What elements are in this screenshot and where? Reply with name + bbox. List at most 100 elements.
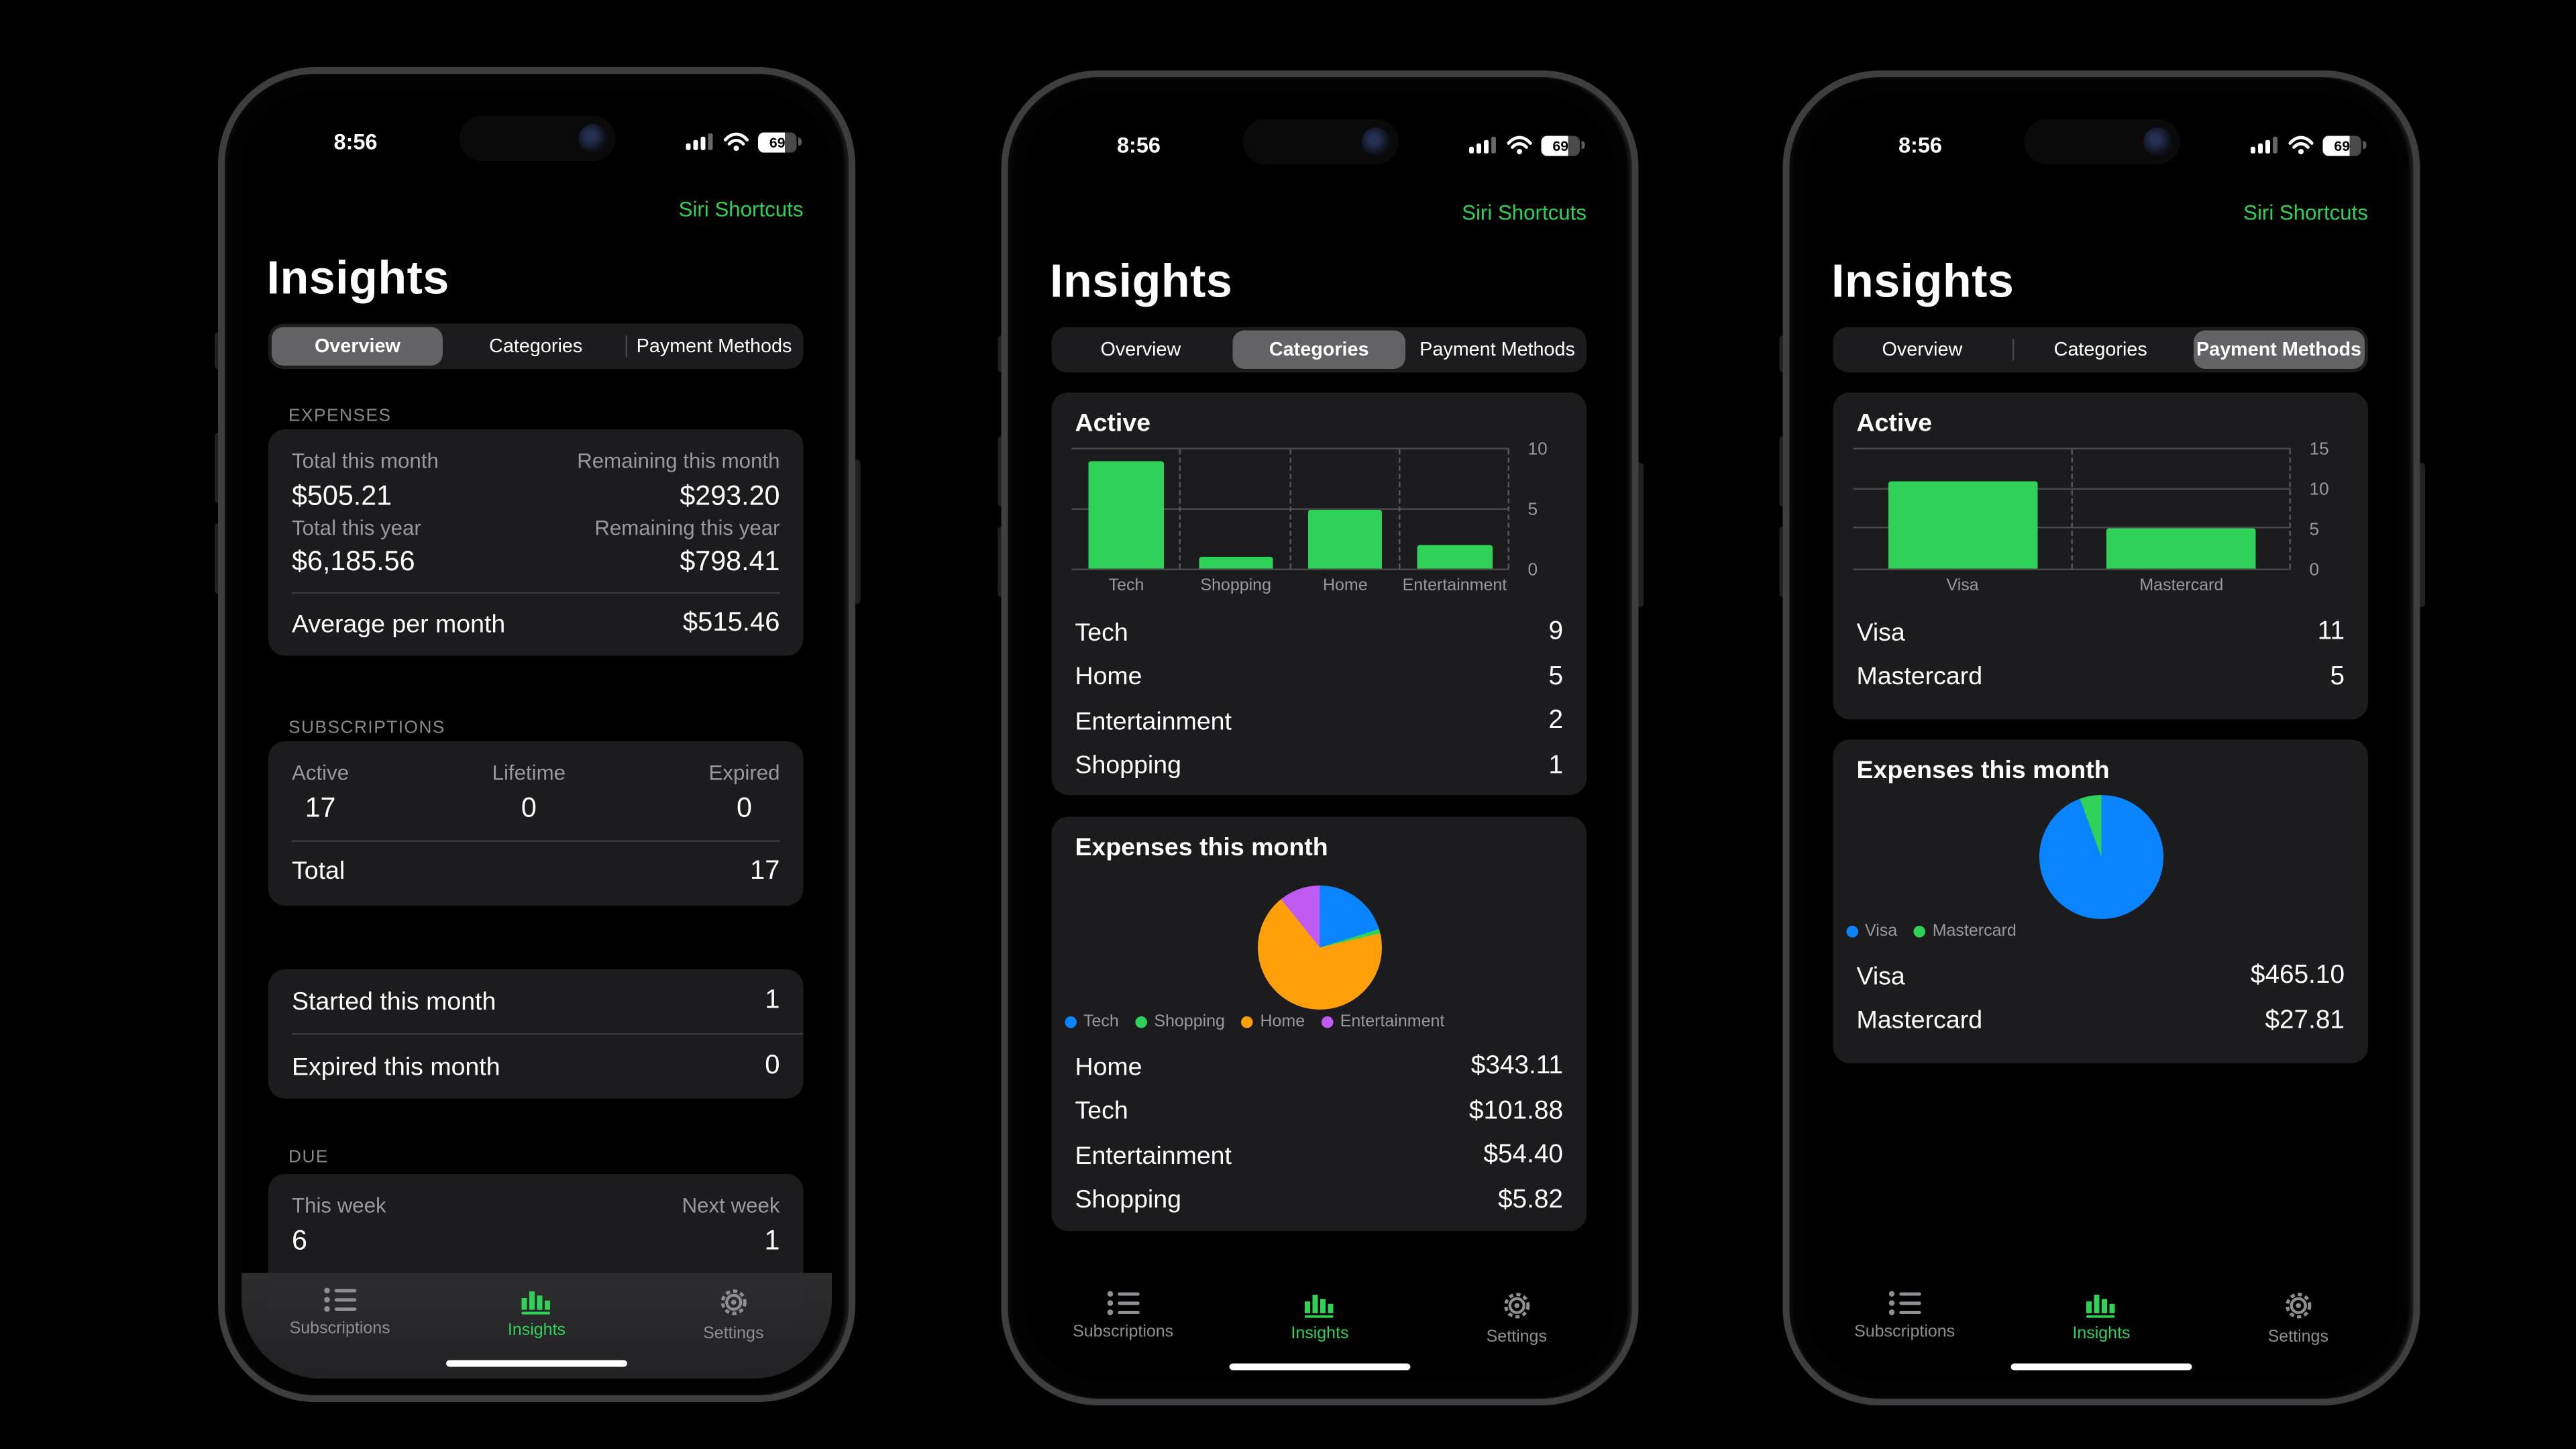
list-item: Mastercard 5 <box>1857 655 2345 699</box>
list-item: Home 5 <box>1075 655 1564 699</box>
expenses-month-card: Expenses this month Tech Shopping Home Ente… <box>1051 816 1587 1231</box>
plot-area <box>1071 447 1509 570</box>
tab-categories[interactable]: Categories <box>2053 339 2147 360</box>
tabbar-label: Settings <box>1486 1328 1547 1347</box>
legend-entertainment: Entertainment <box>1322 1013 1444 1032</box>
volume-down-button <box>997 527 1002 597</box>
row-label: Visa <box>1856 618 1905 647</box>
list-item: Home $343.11 <box>1075 1045 1564 1089</box>
section-label-subscriptions: SUBSCRIPTIONS <box>288 718 445 738</box>
status-icons: 69 <box>686 132 802 152</box>
legend-mastercard: Mastercard <box>1914 922 2017 941</box>
status-time: 8:56 <box>1898 132 1943 158</box>
status-time: 8:56 <box>1116 132 1161 158</box>
row-value: 1 <box>765 986 780 1015</box>
phone-frame: 8:56 69 Siri Shortcuts Ins <box>218 67 855 1402</box>
tabbar-item-settings[interactable]: Settings <box>2200 1290 2396 1383</box>
tabbar-item-subscriptions[interactable]: Subscriptions <box>1807 1290 2003 1383</box>
phone-screen: 8:56 69 Siri Shortcuts Ins <box>241 91 832 1379</box>
list-item: Tech $101.88 <box>1075 1089 1564 1134</box>
row-label: Mastercard <box>1856 1006 1983 1036</box>
home-indicator[interactable] <box>1229 1362 1411 1371</box>
tabbar-item-insights[interactable]: Insights <box>2003 1290 2200 1383</box>
segmented-control: Overview Categories Payment Methods <box>268 323 804 369</box>
row-label: Average per month <box>292 609 506 639</box>
expenses-pie-chart <box>1256 885 1381 1010</box>
list-item: Tech 9 <box>1075 610 1564 655</box>
wifi-icon <box>1507 136 1532 155</box>
camera-icon <box>2143 127 2172 156</box>
section-label-due: DUE <box>288 1147 329 1167</box>
row-value: 17 <box>750 856 780 885</box>
home-indicator[interactable] <box>446 1359 627 1367</box>
row-label: Entertainment <box>1075 1141 1232 1171</box>
list-item: Visa $465.10 <box>1857 955 2345 999</box>
stat-label: Expired <box>708 761 780 785</box>
bar-visa <box>1888 481 2037 569</box>
row-label: Home <box>1075 663 1142 692</box>
tabbar-label: Subscriptions <box>289 1320 390 1339</box>
list-item: Entertainment 2 <box>1075 700 1564 744</box>
expenses-left-column: Total this month $505.21 Total this year… <box>292 449 439 582</box>
stat-lifetime: Lifetime 0 <box>492 761 566 828</box>
list-item: Shopping 1 <box>1075 744 1564 788</box>
phone-payment-methods: 8:56 69 Siri Shortcuts Ins <box>1778 70 2424 1405</box>
bar-entertainment <box>1417 545 1492 569</box>
siri-shortcuts-link[interactable]: Siri Shortcuts <box>2243 201 2368 225</box>
page-title: Insights <box>266 252 449 304</box>
tab-overview[interactable]: Overview <box>1882 339 1963 360</box>
siri-shortcuts-link[interactable]: Siri Shortcuts <box>1462 201 1587 225</box>
row-label: Shopping <box>1075 1186 1182 1215</box>
tab-payment-methods[interactable]: Payment Methods <box>636 336 792 357</box>
cellular-signal-icon <box>1469 137 1496 154</box>
list-icon <box>323 1287 356 1312</box>
monthly-card: Started this month 1 Expired this month … <box>268 969 804 1099</box>
stat-label: Active <box>292 761 350 785</box>
volume-down-button <box>1778 527 1784 597</box>
tab-bar: Subscriptions Insights <box>1025 1277 1615 1383</box>
tabbar-label: Insights <box>1291 1325 1349 1344</box>
siri-shortcuts-link[interactable]: Siri Shortcuts <box>678 198 804 221</box>
expenses-pie-chart <box>2038 795 2163 919</box>
tabbar-item-insights[interactable]: Insights <box>1222 1290 1418 1383</box>
tab-payment-methods[interactable]: Payment Methods <box>2193 330 2365 369</box>
tabbar-item-insights[interactable]: Insights <box>438 1287 635 1379</box>
row-label: Total <box>292 857 345 886</box>
cellular-signal-icon <box>686 133 713 151</box>
row-value: $505.21 <box>292 480 392 511</box>
row-value: 1 <box>1548 751 1563 780</box>
row-value: $293.20 <box>680 480 780 511</box>
row-value: 0 <box>765 1051 780 1081</box>
tab-categories[interactable]: Categories <box>1233 330 1405 369</box>
tabbar-item-settings[interactable]: Settings <box>1418 1290 1615 1383</box>
tab-payment-methods[interactable]: Payment Methods <box>1419 339 1575 360</box>
bar-tech <box>1089 461 1164 569</box>
x-axis-labels: Visa Mastercard <box>1946 577 2224 596</box>
pie-legend: Visa Mastercard <box>1846 922 2355 941</box>
row-value: $465.10 <box>2250 961 2345 990</box>
tab-overview[interactable]: Overview <box>1100 339 1181 360</box>
battery-percent: 69 <box>2334 137 2351 154</box>
row-label: Total this month <box>292 449 439 473</box>
divider <box>292 1033 804 1035</box>
row-value: $5.82 <box>1498 1185 1563 1214</box>
tabbar-label: Settings <box>703 1325 764 1344</box>
mute-switch <box>213 332 219 369</box>
tab-overview[interactable]: Overview <box>272 327 443 366</box>
stat-value: 0 <box>521 792 537 823</box>
phone-overview: 8:56 69 Siri Shortcuts Ins <box>213 67 860 1402</box>
home-indicator[interactable] <box>2010 1362 2192 1371</box>
tabbar-item-subscriptions[interactable]: Subscriptions <box>241 1287 438 1379</box>
card-title: Expenses this month <box>1856 756 2110 786</box>
tabbar-item-settings[interactable]: Settings <box>635 1287 832 1379</box>
list-item: Entertainment $54.40 <box>1075 1134 1564 1178</box>
expenses-card: Total this month $505.21 Total this year… <box>268 429 804 656</box>
row-label: Tech <box>1075 1097 1128 1126</box>
tab-categories[interactable]: Categories <box>489 336 583 357</box>
total-row: Total 17 <box>292 841 780 902</box>
tabbar-item-subscriptions[interactable]: Subscriptions <box>1025 1290 1222 1383</box>
battery-nub <box>798 138 802 147</box>
active-card: Active 0 5 10 Tech Shopping Home Entertainment… <box>1051 392 1587 795</box>
tabbar-label: Insights <box>507 1322 566 1340</box>
average-row: Average per month $515.46 <box>292 594 780 654</box>
